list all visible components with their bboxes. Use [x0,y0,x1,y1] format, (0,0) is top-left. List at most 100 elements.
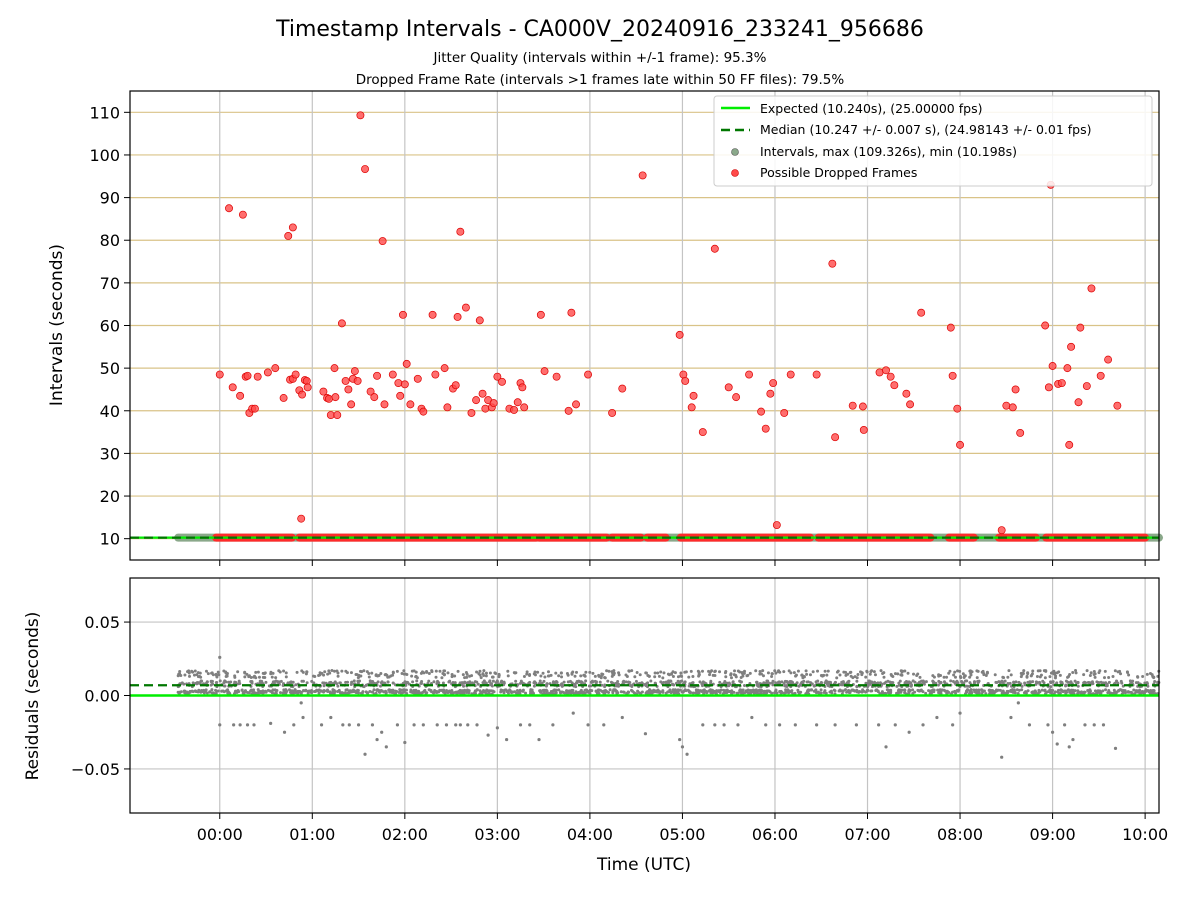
residual-point [278,691,282,695]
residual-point [412,688,416,692]
residual-point [870,681,874,685]
residual-point [758,672,762,676]
dropped-frame-point [366,387,375,396]
residual-point [1020,684,1024,688]
residual-point [1080,690,1084,694]
residual-point [453,674,457,678]
residual-point [518,681,522,685]
residual-point [191,681,195,685]
residual-outlier-point [356,723,361,727]
residual-point [364,690,368,694]
residual-point [442,688,446,692]
dropped-frame-point [253,372,262,381]
residual-point [532,684,536,688]
dropped-frame-point [584,370,593,379]
residual-point [422,671,426,675]
residual-point [1087,691,1091,695]
residual-point [617,673,621,677]
residual-point [732,690,736,694]
residual-point [589,680,593,684]
residual-point [904,680,908,684]
residual-point [608,688,612,692]
residual-point [864,675,868,679]
residual-point [414,675,418,679]
residual-outlier-point [551,723,555,727]
residual-point [1115,679,1119,683]
dropped-frame-point [453,313,462,321]
dropped-frame-point [330,364,339,373]
residual-point [580,681,584,685]
residual-outlier-point [329,715,333,720]
residual-point [204,669,208,673]
residual-outlier-point [486,733,490,737]
residual-outlier-point [395,723,400,727]
residual-point [780,680,784,684]
residual-point [252,691,256,695]
residual-point [1141,675,1145,679]
residual-point [956,669,960,673]
residual-point [860,673,864,677]
residuals-x-tick-label: 01:00 [289,825,335,844]
residual-point [356,681,360,685]
residual-point [644,671,648,675]
residual-point [913,690,917,694]
residual-point [1050,680,1054,684]
residual-point [1095,690,1099,694]
residual-point [536,670,540,674]
residual-point [1092,673,1096,677]
residual-point [446,671,450,675]
dropped-frame-point [225,204,233,213]
residual-point [886,679,890,683]
residual-point [865,670,869,674]
residuals-y-tick-label: −0.05 [71,760,120,779]
residual-point [732,673,736,677]
dropped-frame-point [513,398,522,407]
residual-point [317,691,321,695]
dropped-frame-point [456,227,465,236]
residual-point [792,671,796,675]
residual-point [545,682,549,686]
residual-point [1126,671,1130,675]
residual-point [335,669,339,673]
residual-point [799,690,803,694]
residual-point [838,673,842,677]
residual-point [645,690,649,694]
residual-outlier-point [1050,730,1055,734]
residual-point [599,676,603,680]
residual-point [1031,669,1035,673]
residual-point [794,673,798,677]
residual-point [942,680,946,684]
residual-point [1101,689,1105,693]
residual-point [844,670,848,674]
residual-point [804,669,808,673]
residual-point [858,690,862,694]
residual-point [258,679,262,683]
residual-point [554,688,558,692]
residual-point [1007,669,1011,673]
residual-point [450,673,454,677]
residual-point [995,681,999,685]
residual-point [360,670,364,674]
residual-point [826,669,830,673]
dropped-frame-point [279,394,288,402]
residual-point [1038,669,1042,673]
residual-point [410,674,414,678]
residual-point [789,671,793,675]
residual-point [873,673,877,677]
residual-point [549,690,553,694]
residual-outlier-point [444,723,449,727]
residual-point [612,669,616,673]
residual-outlier-point [384,745,388,749]
residual-point [956,689,960,693]
residual-point [467,681,471,685]
residual-point [661,676,665,680]
residual-point [476,682,480,686]
residual-outlier-point [1067,745,1071,749]
residual-point [1119,672,1123,676]
residual-point [671,674,675,678]
residual-point [320,671,324,675]
residual-outlier-point [475,723,479,727]
residual-point [606,679,610,683]
residual-point [450,675,454,679]
residual-point [1021,671,1025,675]
